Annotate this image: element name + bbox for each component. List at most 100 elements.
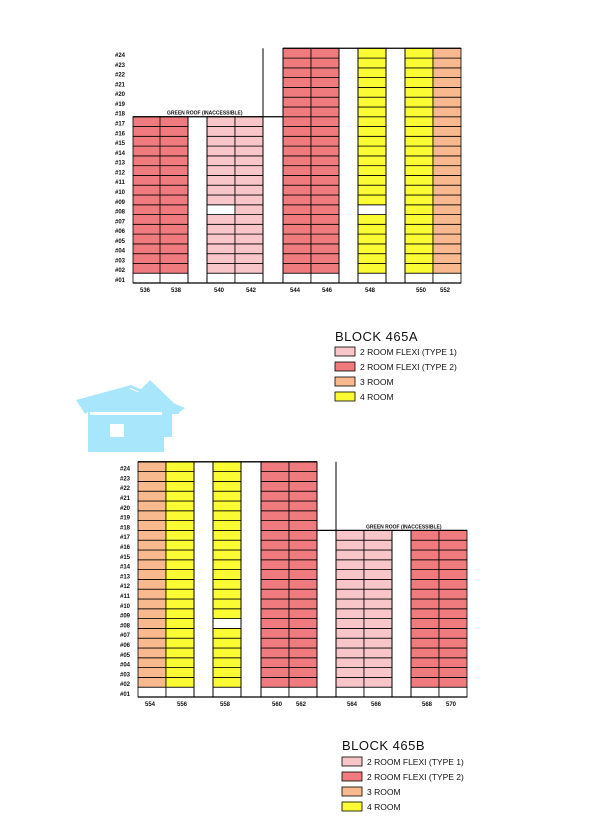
unit-cell <box>363 657 393 668</box>
unit-cell <box>260 628 290 639</box>
unit-cell <box>310 184 340 196</box>
unit-cell <box>438 559 468 570</box>
unit-cell <box>260 559 290 570</box>
unit-cell <box>260 461 290 472</box>
unit-cell <box>137 588 167 600</box>
unit-cell <box>310 116 340 127</box>
unit-cell-void-deck <box>404 272 434 284</box>
unit-cell <box>438 628 468 639</box>
unit-cell <box>165 677 195 688</box>
unit-cell <box>260 608 290 619</box>
unit-cell <box>432 47 462 59</box>
unit-cell <box>432 194 462 206</box>
unit-cell <box>212 608 242 619</box>
floor-label: #12 <box>115 170 126 176</box>
unit-cell <box>357 214 387 225</box>
unit-cell <box>404 253 434 264</box>
legend-swatch <box>334 346 356 357</box>
unit-cell <box>288 500 318 512</box>
unit-cell <box>282 233 312 245</box>
unit-cell <box>410 539 440 551</box>
unit-cell <box>363 667 393 678</box>
unit-cell <box>335 530 365 541</box>
unit-cell <box>410 608 440 619</box>
legend-label: 2 ROOM FLEXI (TYPE 1) <box>367 757 464 767</box>
unit-cell <box>165 569 195 580</box>
unit-cell <box>410 588 440 600</box>
unit-cell <box>363 598 393 610</box>
unit-cell <box>357 243 387 255</box>
unit-cell <box>282 116 312 127</box>
unit-cell <box>404 145 434 157</box>
unit-cell <box>363 588 393 600</box>
unit-cell-void-deck <box>357 272 387 284</box>
unit-cell <box>363 628 393 639</box>
unit-cell <box>363 569 393 580</box>
building-outline <box>133 47 461 284</box>
unit-cell <box>137 549 167 561</box>
block-465b-elevation: #01 #02 #03 #04 #05 #06 #07 #08 #09 #10 #11 #12 #13 #… <box>120 461 468 708</box>
unit-cell <box>357 204 387 216</box>
floor-label: #16 <box>120 545 131 551</box>
unit-cell <box>212 588 242 600</box>
unit-cell <box>137 480 167 492</box>
unit-cell <box>165 598 195 610</box>
unit-cell <box>438 647 468 659</box>
unit-number-label: 542 <box>246 288 257 294</box>
unit-number-label: 564 <box>347 702 358 708</box>
unit-cell <box>206 174 236 186</box>
building-outline <box>138 461 467 698</box>
unit-cell <box>212 637 242 649</box>
unit-cell <box>410 598 440 610</box>
unit-cell <box>260 471 290 482</box>
floor-label: #05 <box>120 653 131 659</box>
unit-cell <box>165 647 195 659</box>
unit-cell <box>310 87 340 98</box>
unit-cell <box>206 126 236 137</box>
unit-stacks <box>132 47 462 284</box>
unit-cell <box>410 628 440 639</box>
unit-cell <box>288 618 318 629</box>
unit-cell <box>260 539 290 551</box>
unit-cell <box>357 155 387 167</box>
unit-cell <box>165 520 195 531</box>
unit-cell <box>159 135 189 147</box>
unit-cell <box>165 500 195 512</box>
unit-cell <box>404 116 434 127</box>
unit-cell <box>206 262 236 274</box>
unit-cell <box>288 588 318 600</box>
unit-cell <box>310 214 340 225</box>
unit-cell <box>165 471 195 482</box>
unit-cell-void-deck <box>282 272 312 284</box>
house-icon <box>76 380 185 452</box>
unit-cell <box>132 253 162 264</box>
unit-cell <box>432 77 462 88</box>
unit-cell <box>165 608 195 619</box>
unit-cell <box>165 657 195 668</box>
unit-cell <box>206 145 236 157</box>
unit-cell <box>357 47 387 59</box>
unit-number-label: 546 <box>322 288 333 294</box>
unit-cell <box>432 116 462 127</box>
unit-cell <box>206 155 236 167</box>
legend-swatch <box>341 756 363 767</box>
unit-cell <box>212 530 242 541</box>
legend-label: 4 ROOM <box>367 802 401 812</box>
unit-cell <box>212 569 242 580</box>
unit-cell <box>310 106 340 118</box>
unit-cell <box>212 647 242 659</box>
unit-number-label: 558 <box>220 702 231 708</box>
unit-cell <box>357 77 387 88</box>
unit-cell <box>357 57 387 69</box>
unit-cell <box>212 539 242 551</box>
unit-cell <box>410 549 440 561</box>
unit-cell <box>206 223 236 235</box>
unit-cell <box>206 253 236 264</box>
unit-cell <box>410 530 440 541</box>
unit-cell <box>363 618 393 629</box>
unit-cell <box>432 155 462 167</box>
block-title: BLOCK 465A <box>335 329 418 344</box>
unit-cell <box>404 223 434 235</box>
unit-cell <box>159 214 189 225</box>
unit-cell <box>282 87 312 98</box>
